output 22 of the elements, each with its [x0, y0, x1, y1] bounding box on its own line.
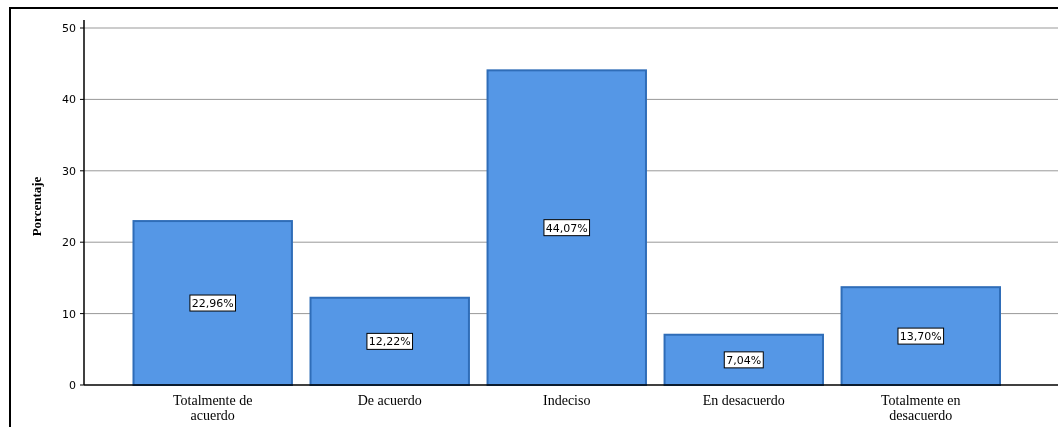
y-tick-label: 40 [62, 93, 76, 107]
y-tick-label: 50 [62, 22, 76, 35]
y-tick-label: 30 [62, 164, 76, 178]
bar [132, 220, 293, 386]
bar [663, 333, 824, 386]
x-tick-label: En desacuerdo [702, 393, 785, 408]
y-tick-label: 10 [62, 307, 76, 321]
x-tick-label: Indeciso [543, 393, 591, 408]
y-axis-title: Porcentaje [29, 176, 44, 237]
bar [486, 69, 647, 386]
x-tick-label: De acuerdo [357, 393, 422, 408]
y-tick-label: 20 [62, 236, 76, 250]
x-tick-label: Totalmente en desacuerdo [881, 393, 961, 423]
x-tick-label: Totalmente de acuerdo [172, 393, 253, 423]
data-label: 44,07% [545, 221, 588, 235]
data-label: 13,70% [899, 330, 942, 344]
data-label: 7,04% [726, 353, 762, 367]
data-label: 12,22% [368, 335, 411, 349]
data-label: 22,96% [191, 297, 234, 311]
bar [840, 286, 1001, 386]
y-tick-label: 0 [69, 379, 76, 392]
bar [309, 296, 470, 386]
